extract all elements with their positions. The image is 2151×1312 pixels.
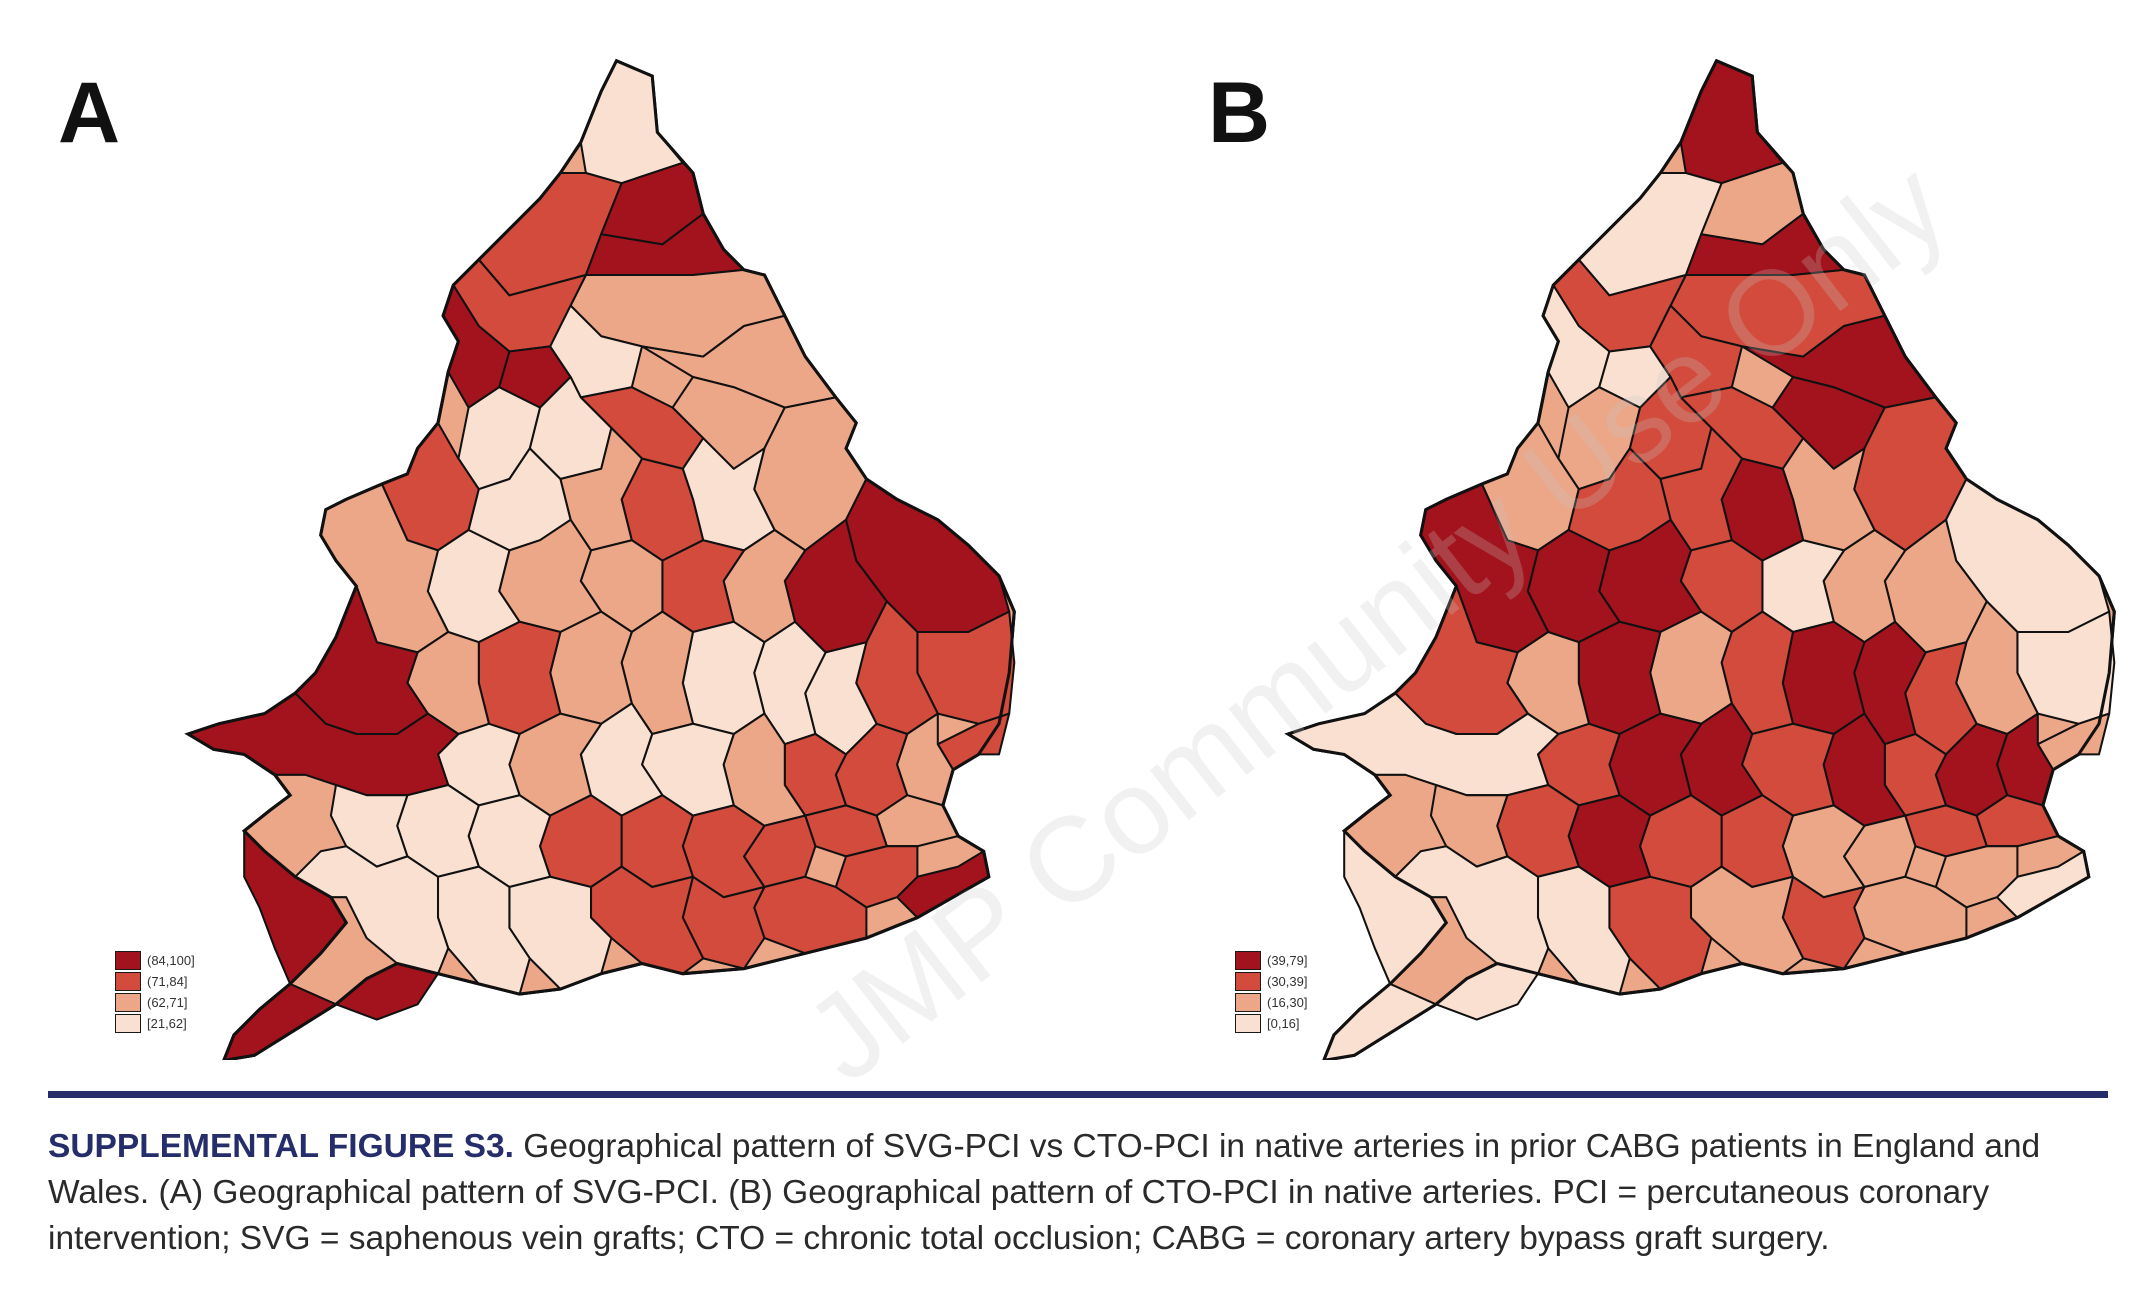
legend-b: (39,79] (30,39] (16,30] [0,16] (1235, 950, 1307, 1034)
map-panel-a: A (84,100] (71,84] (62,71] [21,62] (0, 20, 1050, 1060)
panel-letter-a: A (58, 65, 121, 161)
map-region (681, 620, 766, 736)
map-region (579, 59, 684, 185)
legend-item: (71,84] (115, 971, 195, 992)
legend-swatch (1235, 951, 1261, 970)
map-panel-b: B (39,79] (30,39] (16,30] [0,16] (1100, 20, 2150, 1060)
map-region (1781, 620, 1866, 736)
legend-item: (84,100] (115, 950, 195, 971)
legend-label: [0,16] (1267, 1016, 1300, 1031)
figure-caption: SUPPLEMENTAL FIGURE S3. Geographical pat… (48, 1124, 2108, 1262)
choropleth-map-a (184, 58, 1016, 1060)
legend-label: (62,71] (147, 995, 188, 1010)
choropleth-map-b (1284, 58, 2116, 1060)
map-region (1577, 620, 1662, 736)
legend-label: (71,84] (147, 974, 188, 989)
legend-swatch (115, 993, 141, 1012)
legend-swatch (1235, 993, 1261, 1012)
legend-label: (84,100] (147, 953, 195, 968)
legend-item: (16,30] (1235, 992, 1307, 1013)
country-border (1284, 58, 2116, 1060)
legend-swatch (1235, 972, 1261, 991)
country-border (184, 58, 1016, 1060)
legend-item: (39,79] (1235, 950, 1307, 971)
legend-swatch (115, 951, 141, 970)
legend-a: (84,100] (71,84] (62,71] [21,62] (115, 950, 195, 1034)
legend-swatch (115, 972, 141, 991)
legend-item: [21,62] (115, 1013, 195, 1034)
legend-swatch (1235, 1014, 1261, 1033)
map-region (477, 620, 562, 736)
caption-label: SUPPLEMENTAL FIGURE S3. (48, 1128, 514, 1165)
panel-letter-b: B (1208, 65, 1271, 161)
legend-label: (30,39] (1267, 974, 1308, 989)
legend-item: (30,39] (1235, 971, 1307, 992)
legend-item: [0,16] (1235, 1013, 1307, 1034)
legend-swatch (115, 1014, 141, 1033)
map-region (1679, 59, 1784, 185)
caption-text: Geographical pattern of SVG-PCI vs CTO-P… (48, 1128, 2041, 1257)
caption-divider (48, 1091, 2108, 1098)
legend-item: (62,71] (115, 992, 195, 1013)
legend-label: (16,30] (1267, 995, 1308, 1010)
legend-label: (39,79] (1267, 953, 1308, 968)
legend-label: [21,62] (147, 1016, 187, 1031)
